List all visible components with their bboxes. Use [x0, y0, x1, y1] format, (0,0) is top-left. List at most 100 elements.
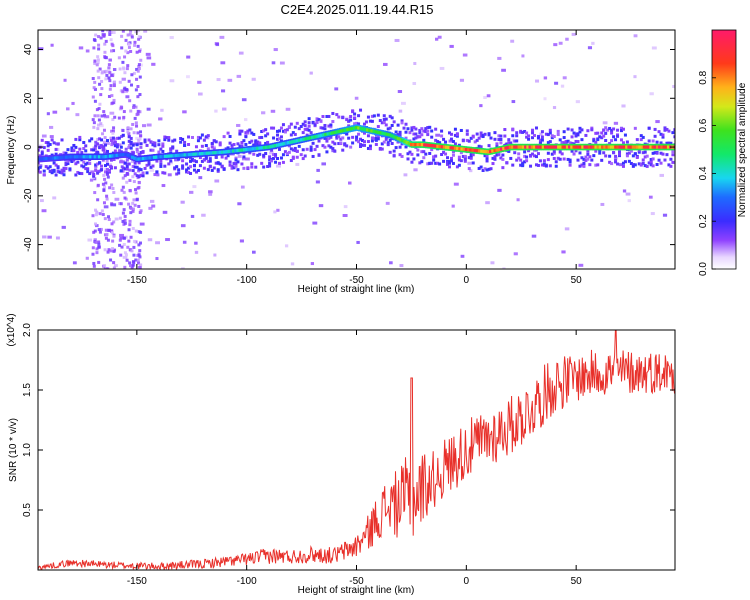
ridge-core-mark [108, 154, 113, 158]
speckle-mark [169, 36, 174, 40]
ridge-halo-mark [129, 136, 133, 140]
ridge-halo-mark [319, 126, 323, 130]
interference-mark [120, 245, 124, 249]
ridge-core-mark [370, 129, 374, 133]
interference-mark [92, 264, 96, 268]
ridge-core-mark [464, 147, 469, 152]
speckle-mark [621, 104, 626, 108]
ridge-halo-mark [139, 142, 143, 146]
ridge-halo-mark [560, 152, 564, 156]
ridge-halo-mark [279, 156, 283, 160]
ridge-core-mark [322, 133, 326, 137]
speckle-mark [316, 168, 320, 172]
interference-mark [97, 118, 101, 122]
ridge-core-mark [135, 157, 139, 161]
speckle-mark [139, 222, 145, 226]
speckle-mark [95, 224, 99, 228]
speckle-mark [552, 106, 557, 110]
speckle-mark [321, 162, 327, 166]
speckle-mark [52, 110, 58, 114]
ridge-core-mark [640, 145, 644, 149]
interference-mark [134, 88, 138, 92]
speckle-mark [146, 107, 151, 111]
ridge-halo-mark [196, 135, 200, 139]
ridge-halo-mark [234, 162, 238, 166]
interference-mark [93, 61, 97, 65]
ridge-halo-mark [248, 140, 252, 144]
interference-mark [91, 252, 95, 256]
ridge-core-mark [510, 145, 515, 149]
ridge-halo-mark [436, 161, 440, 165]
ridge-halo-mark [447, 165, 451, 169]
ridge-halo-mark [647, 139, 651, 143]
ridge-core-mark [594, 145, 598, 149]
speckle-mark [39, 164, 43, 168]
interference-mark [123, 214, 127, 218]
interference-mark [124, 88, 128, 92]
interference-mark [97, 242, 101, 246]
ridge-halo-mark [643, 150, 647, 154]
interference-mark [104, 77, 108, 81]
ridge-halo-mark [313, 123, 317, 127]
ridge-halo-mark [627, 151, 631, 155]
interference-mark [134, 121, 138, 125]
interference-mark [136, 112, 140, 116]
ridge-halo-mark [536, 163, 540, 167]
ridge-halo-mark [327, 114, 331, 118]
ridge-halo-mark [629, 149, 633, 153]
ridge-halo-mark [121, 133, 125, 137]
ridge-halo-mark [319, 119, 323, 123]
ridge-core-mark [240, 148, 245, 152]
ridge-halo-mark [564, 140, 568, 144]
ridge-halo-mark [149, 148, 153, 152]
ridge-halo-mark [218, 143, 222, 147]
ridge-halo-mark [311, 141, 315, 145]
ridge-core-mark [104, 154, 108, 159]
ridge-halo-mark [477, 144, 481, 148]
ridge-core-mark [157, 155, 161, 159]
ridge-halo-mark [107, 169, 111, 173]
ridge-core-mark [543, 145, 548, 149]
ridge-halo-mark [501, 153, 505, 157]
ridge-core-mark [242, 148, 247, 152]
ridge-core-mark [51, 156, 56, 160]
speckle-mark [501, 68, 506, 72]
ridge-core-mark [552, 145, 557, 149]
ridge-halo-mark [216, 168, 220, 172]
interference-mark [121, 211, 125, 215]
ridge-halo-mark [38, 161, 40, 165]
ridge-halo-mark [301, 131, 305, 135]
ridge-halo-mark [236, 168, 240, 172]
ridge-halo-mark [370, 136, 374, 140]
ridge-halo-mark [151, 141, 155, 145]
ridge-halo-mark [576, 158, 580, 162]
ridge-halo-mark [576, 140, 580, 144]
ridge-halo-mark [635, 138, 639, 142]
speckle-mark [271, 61, 276, 65]
speckle-mark [214, 109, 218, 113]
ridge-halo-mark [657, 158, 661, 162]
speckle-mark [539, 132, 543, 136]
ridge-core-mark [493, 148, 497, 153]
ridge-halo-mark [519, 163, 523, 167]
interference-mark [91, 95, 95, 99]
ridge-core-mark [278, 143, 282, 147]
ridge-halo-mark [485, 154, 489, 158]
ridge-halo-mark [157, 150, 161, 154]
ridge-halo-mark [449, 156, 453, 160]
interference-mark [129, 49, 133, 53]
ridge-halo-mark [355, 121, 359, 125]
ridge-halo-mark [483, 167, 487, 171]
ridge-halo-mark [370, 114, 374, 118]
ridge-core-mark [271, 144, 275, 148]
speckle-mark [145, 52, 151, 56]
ridge-halo-mark [495, 142, 499, 146]
interference-mark [92, 261, 96, 265]
ridge-halo-mark [222, 167, 226, 171]
ridge-halo-mark [260, 161, 264, 165]
ridge-halo-mark [485, 156, 489, 160]
ridge-halo-mark [226, 131, 230, 135]
interference-mark [123, 174, 127, 178]
ridge-halo-mark [364, 120, 368, 124]
interference-mark [110, 101, 114, 105]
